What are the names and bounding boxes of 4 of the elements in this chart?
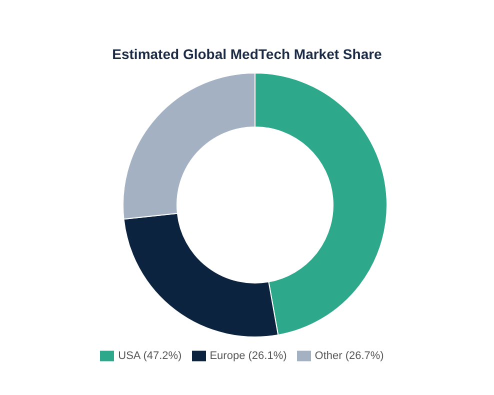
legend-label: USA (47.2%) xyxy=(118,350,182,362)
chart-title: Estimated Global MedTech Market Share xyxy=(111,46,383,62)
legend-label: Other (26.7%) xyxy=(314,350,384,362)
legend-label: Europe (26.1%) xyxy=(210,350,287,362)
